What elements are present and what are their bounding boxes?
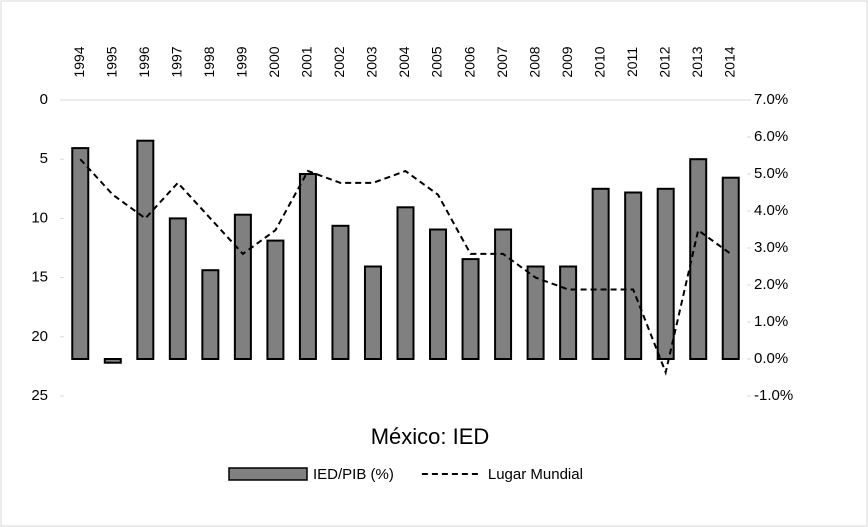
bar bbox=[624, 191, 643, 360]
x-tick-label: 2002 bbox=[331, 46, 347, 77]
bar bbox=[363, 265, 382, 360]
bar bbox=[71, 147, 90, 360]
bar bbox=[526, 265, 545, 360]
legend-label: IED/PIB (%) bbox=[313, 466, 394, 483]
y2-tick-label: 3.0% bbox=[754, 239, 788, 256]
x-tick-label: 1999 bbox=[234, 46, 250, 77]
y-tick-label: 25 bbox=[31, 387, 48, 404]
y2-tick-label: 1.0% bbox=[754, 313, 788, 330]
x-tick-label: 2006 bbox=[461, 46, 477, 77]
legend-label: Lugar Mundial bbox=[488, 466, 583, 483]
x-tick-label: 1994 bbox=[71, 46, 87, 77]
bar bbox=[656, 187, 675, 360]
bar bbox=[331, 224, 350, 360]
x-tick-label: 1998 bbox=[201, 46, 217, 77]
bar bbox=[494, 228, 513, 360]
x-tick-label: 1995 bbox=[103, 46, 119, 77]
y2-tick-label: 6.0% bbox=[754, 128, 788, 145]
x-tick-label: 2008 bbox=[526, 46, 542, 77]
bar bbox=[201, 269, 220, 361]
y2-tick-label: 2.0% bbox=[754, 276, 788, 293]
x-tick-label: 2014 bbox=[721, 46, 737, 77]
x-tick-label: 2004 bbox=[396, 46, 412, 77]
y2-tick-label: 7.0% bbox=[754, 91, 788, 108]
x-tick-label: 1997 bbox=[169, 46, 185, 77]
y-tick-label: 0 bbox=[40, 91, 48, 108]
x-tick-label: 2013 bbox=[689, 46, 705, 77]
chart-title: México: IED bbox=[371, 424, 490, 449]
x-tick-label: 2012 bbox=[656, 46, 672, 77]
y-tick-label: 5 bbox=[40, 150, 48, 167]
x-tick-label: 2010 bbox=[591, 46, 607, 77]
bar bbox=[429, 228, 448, 360]
bar bbox=[136, 139, 155, 360]
x-tick-label: 2007 bbox=[494, 46, 510, 77]
bar bbox=[233, 213, 252, 360]
y2-tick-label: 5.0% bbox=[754, 165, 788, 182]
bar bbox=[298, 173, 317, 360]
x-tick-label: 2005 bbox=[429, 46, 445, 77]
x-tick-label: 2011 bbox=[624, 47, 640, 77]
x-tick-label: 2003 bbox=[364, 46, 380, 77]
y2-tick-label: 4.0% bbox=[754, 202, 788, 219]
y-tick-label: 20 bbox=[31, 328, 48, 345]
bar bbox=[461, 258, 480, 361]
y2-tick-label: 0.0% bbox=[754, 350, 788, 367]
x-tick-label: 2000 bbox=[266, 46, 282, 77]
x-tick-label: 2001 bbox=[299, 46, 315, 77]
bar bbox=[168, 217, 187, 360]
bar bbox=[396, 206, 415, 360]
bar bbox=[103, 358, 122, 364]
legend-swatch bbox=[228, 467, 308, 481]
x-tick-label: 2009 bbox=[559, 46, 575, 77]
x-tick-label: 1996 bbox=[136, 46, 152, 77]
bar bbox=[689, 158, 708, 360]
y-tick-label: 15 bbox=[31, 269, 48, 286]
line bbox=[79, 158, 732, 376]
bar bbox=[721, 176, 740, 360]
bar bbox=[591, 187, 610, 360]
y2-tick-label: -1.0% bbox=[754, 387, 793, 404]
bar bbox=[559, 265, 578, 360]
y-tick-label: 10 bbox=[31, 209, 48, 226]
bar bbox=[266, 239, 285, 361]
